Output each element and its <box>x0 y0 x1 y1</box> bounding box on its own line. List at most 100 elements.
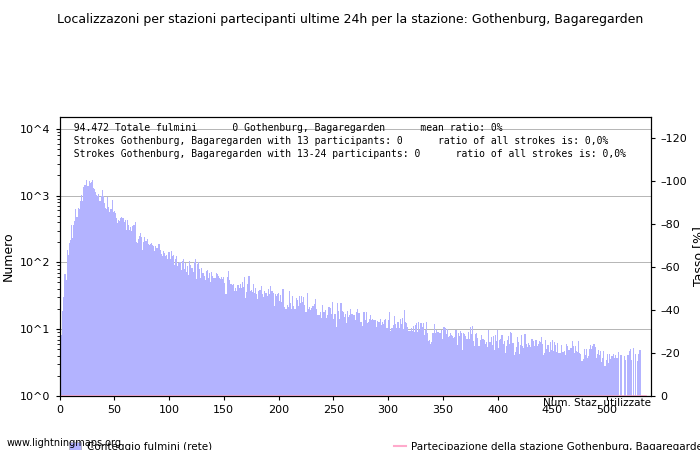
Bar <box>197 264 198 450</box>
Bar <box>311 308 312 450</box>
Bar <box>249 291 251 450</box>
Bar <box>300 303 301 450</box>
Bar <box>528 343 529 450</box>
Bar <box>380 319 381 450</box>
Bar <box>543 356 544 450</box>
Bar <box>452 336 454 450</box>
Bar <box>494 350 495 450</box>
Bar <box>485 344 486 450</box>
Bar <box>251 290 252 450</box>
Bar <box>545 340 547 450</box>
Bar <box>511 333 512 450</box>
Bar <box>601 362 602 450</box>
Bar <box>505 353 506 450</box>
Bar <box>508 336 509 450</box>
Bar <box>458 336 460 450</box>
Bar <box>303 297 304 450</box>
Bar <box>480 340 481 450</box>
Bar <box>96 195 97 450</box>
Bar <box>232 284 233 450</box>
Bar <box>83 187 84 450</box>
Bar <box>466 338 468 450</box>
Y-axis label: Numero: Numero <box>1 232 15 281</box>
Bar <box>533 341 534 450</box>
Bar <box>227 277 228 450</box>
Bar <box>262 297 264 450</box>
Bar <box>185 263 186 450</box>
Text: www.lightningmaps.org: www.lightningmaps.org <box>7 438 122 448</box>
Bar <box>603 351 604 450</box>
Bar <box>611 356 612 450</box>
Bar <box>286 309 287 450</box>
Bar <box>371 320 372 450</box>
Bar <box>379 322 380 450</box>
Bar <box>196 279 197 450</box>
Bar <box>102 190 103 450</box>
Bar <box>330 314 332 450</box>
Bar <box>606 360 607 450</box>
Bar <box>377 320 378 450</box>
Bar <box>565 355 566 450</box>
Bar <box>206 270 208 450</box>
Bar <box>621 355 622 450</box>
Bar <box>318 315 320 450</box>
Bar <box>91 182 92 450</box>
Bar <box>536 346 538 450</box>
Text: Num. Staz. utilizzate: Num. Staz. utilizzate <box>543 398 651 408</box>
Bar <box>608 363 609 450</box>
Bar <box>472 326 473 450</box>
Bar <box>356 312 357 450</box>
Bar <box>219 279 220 450</box>
Bar <box>460 331 461 450</box>
Bar <box>287 306 288 450</box>
Bar <box>309 307 310 450</box>
Bar <box>403 329 404 450</box>
Bar <box>186 272 187 450</box>
Bar <box>332 319 334 450</box>
Bar <box>473 341 474 450</box>
Bar <box>233 284 235 450</box>
Bar <box>314 304 315 450</box>
Bar <box>295 298 297 450</box>
Bar <box>231 284 232 450</box>
Bar <box>416 323 417 450</box>
Bar <box>335 314 336 450</box>
Bar <box>190 265 192 450</box>
Bar <box>111 200 113 450</box>
Bar <box>503 343 504 450</box>
Bar <box>315 298 316 450</box>
Bar <box>360 322 361 450</box>
Bar <box>390 331 391 450</box>
Bar <box>617 352 619 450</box>
Bar <box>72 238 74 450</box>
Bar <box>482 339 483 450</box>
Bar <box>179 262 181 450</box>
Bar <box>514 352 516 450</box>
Bar <box>438 332 439 450</box>
Bar <box>369 319 370 450</box>
Bar <box>429 341 430 450</box>
Bar <box>407 327 408 450</box>
Bar <box>424 335 425 450</box>
Bar <box>124 222 125 450</box>
Bar <box>97 196 99 450</box>
Bar <box>426 322 427 450</box>
Bar <box>556 352 557 450</box>
Bar <box>497 329 498 450</box>
Bar <box>487 346 489 450</box>
Bar <box>288 307 289 450</box>
Bar <box>101 196 102 450</box>
Bar <box>604 365 606 450</box>
Bar <box>588 356 589 450</box>
Bar <box>448 337 449 450</box>
Bar <box>391 328 392 450</box>
Bar <box>116 218 117 450</box>
Bar <box>242 282 243 450</box>
Bar <box>256 293 257 450</box>
Bar <box>130 227 131 450</box>
Bar <box>477 338 479 450</box>
Bar <box>615 355 617 450</box>
Bar <box>138 238 139 450</box>
Bar <box>510 332 511 450</box>
Bar <box>165 256 167 450</box>
